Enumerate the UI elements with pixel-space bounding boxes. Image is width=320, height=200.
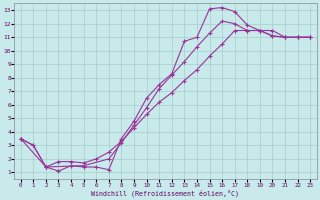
X-axis label: Windchill (Refroidissement éolien,°C): Windchill (Refroidissement éolien,°C) <box>92 189 239 197</box>
